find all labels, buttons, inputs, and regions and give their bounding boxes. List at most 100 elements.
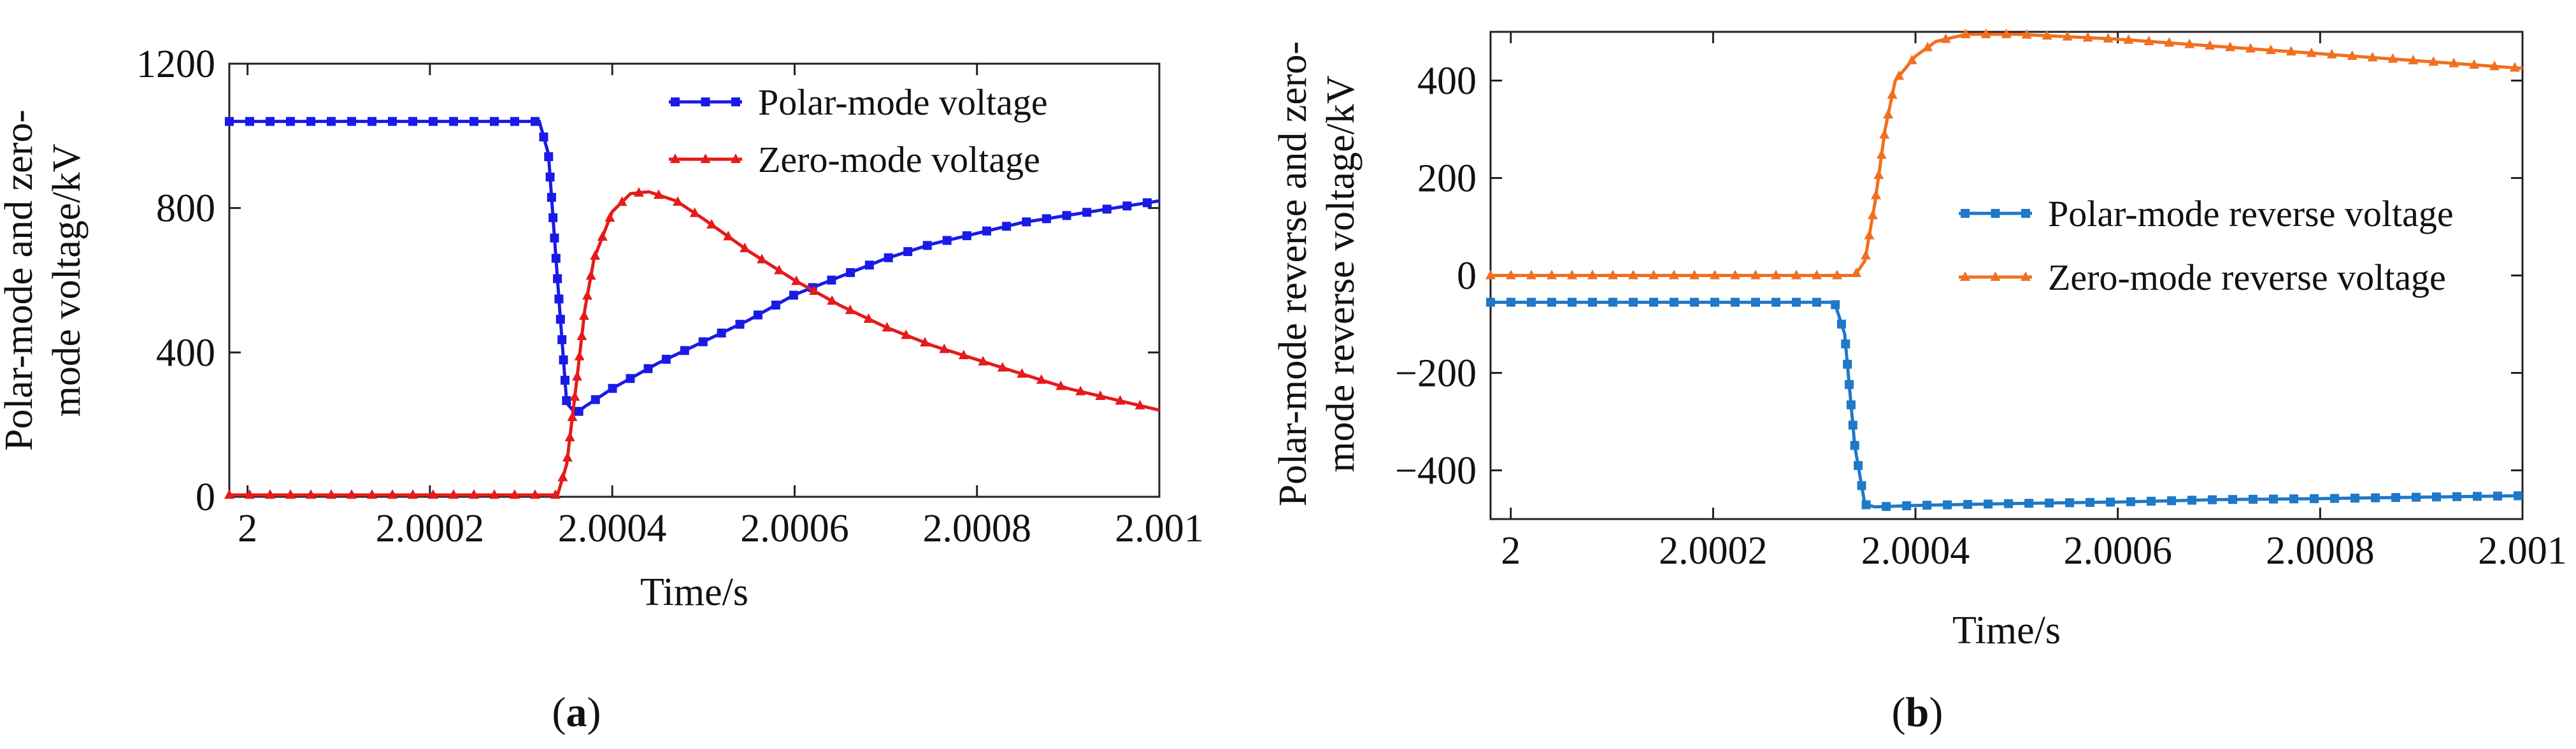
data-point [545, 172, 555, 182]
data-point [2489, 61, 2500, 71]
x-tick-label: 2.001 [1115, 507, 1204, 550]
data-point [2103, 32, 2114, 43]
data-point [962, 231, 971, 241]
data-point [2086, 497, 2095, 507]
data-point [530, 489, 540, 499]
data-point [550, 489, 561, 499]
data-point [827, 275, 836, 285]
x-tick-label: 2.001 [2478, 529, 2567, 573]
data-point [1812, 269, 1822, 280]
data-point [510, 489, 520, 499]
data-point [1883, 109, 1894, 119]
y-tick-label: 200 [1417, 157, 1477, 201]
data-point [1547, 297, 1556, 307]
data-point [2123, 34, 2134, 44]
data-point [2269, 494, 2279, 504]
data-point [771, 301, 780, 310]
data-point [266, 117, 275, 126]
x-tick-label: 2.0006 [740, 507, 849, 550]
data-point [735, 320, 745, 329]
data-point [1608, 297, 1617, 307]
legend-marker [731, 153, 741, 163]
data-point [1871, 189, 1882, 199]
series-line [229, 190, 1160, 497]
data-point [1850, 441, 1859, 450]
data-point [789, 290, 798, 300]
data-point [1843, 359, 1852, 369]
data-point [2187, 496, 2197, 505]
data-point [1629, 297, 1638, 307]
data-point [1095, 390, 1106, 400]
data-point [2143, 35, 2154, 45]
data-point [1588, 297, 1597, 307]
data-point [551, 253, 561, 263]
data-point [531, 117, 540, 126]
legend-label: Polar-mode voltage [758, 82, 1048, 123]
plot-frame [228, 62, 1161, 498]
data-point [2147, 496, 2156, 506]
data-point [2509, 62, 2520, 72]
data-point [1134, 399, 1145, 410]
data-point [1567, 269, 1577, 280]
data-point [706, 218, 717, 229]
y-tick-label: 0 [1457, 255, 1477, 298]
data-point [903, 247, 913, 257]
data-point [469, 117, 478, 126]
data-point [1750, 269, 1761, 280]
data-point [605, 212, 615, 222]
data-point [429, 117, 438, 126]
data-point [680, 346, 689, 355]
data-point [560, 376, 569, 385]
data-point [562, 396, 571, 405]
x-tick-label: 2.0004 [1861, 529, 1970, 573]
data-point [2330, 494, 2340, 503]
data-point [997, 362, 1008, 372]
y-tick-label: 400 [156, 331, 215, 374]
data-point [489, 489, 499, 499]
data-point [845, 304, 855, 315]
data-point [2021, 29, 2032, 39]
y-tick-label: −200 [1395, 352, 1477, 396]
data-point [1526, 269, 1536, 280]
data-point [2351, 494, 2360, 503]
legend-marker [701, 97, 710, 106]
data-point [2286, 46, 2296, 56]
x-tick-label: 2.0002 [1659, 529, 1768, 573]
data-point [2387, 53, 2398, 63]
data-point [574, 350, 585, 360]
data-point [661, 355, 671, 364]
data-point [1791, 269, 1801, 280]
legend-marker [671, 97, 680, 106]
data-point [553, 274, 562, 283]
data-point [2065, 498, 2075, 508]
data-point [490, 117, 499, 126]
data-point [368, 117, 376, 126]
data-point [448, 489, 459, 499]
data-point [1751, 297, 1760, 307]
legend-label: Zero-mode voltage [758, 139, 1040, 180]
data-point [1861, 500, 1871, 510]
data-point [578, 310, 589, 320]
data-point [1812, 297, 1821, 307]
data-point [2001, 28, 2012, 38]
x-tick-label: 2.0002 [376, 507, 485, 550]
data-point [326, 489, 336, 499]
data-point [327, 117, 336, 126]
series-1 [225, 117, 1160, 417]
data-point [809, 285, 820, 296]
data-point [2513, 491, 2522, 501]
data-point [1022, 217, 1031, 227]
data-point [942, 236, 952, 245]
data-point [1587, 269, 1598, 280]
data-point [774, 264, 785, 275]
data-point [846, 268, 855, 277]
data-point [590, 250, 601, 260]
data-point [617, 196, 627, 206]
data-point [740, 242, 750, 252]
data-point [539, 132, 548, 142]
series-line [1491, 301, 2523, 509]
data-point [1846, 400, 1856, 410]
data-point [388, 117, 397, 126]
data-point [1922, 41, 1933, 52]
